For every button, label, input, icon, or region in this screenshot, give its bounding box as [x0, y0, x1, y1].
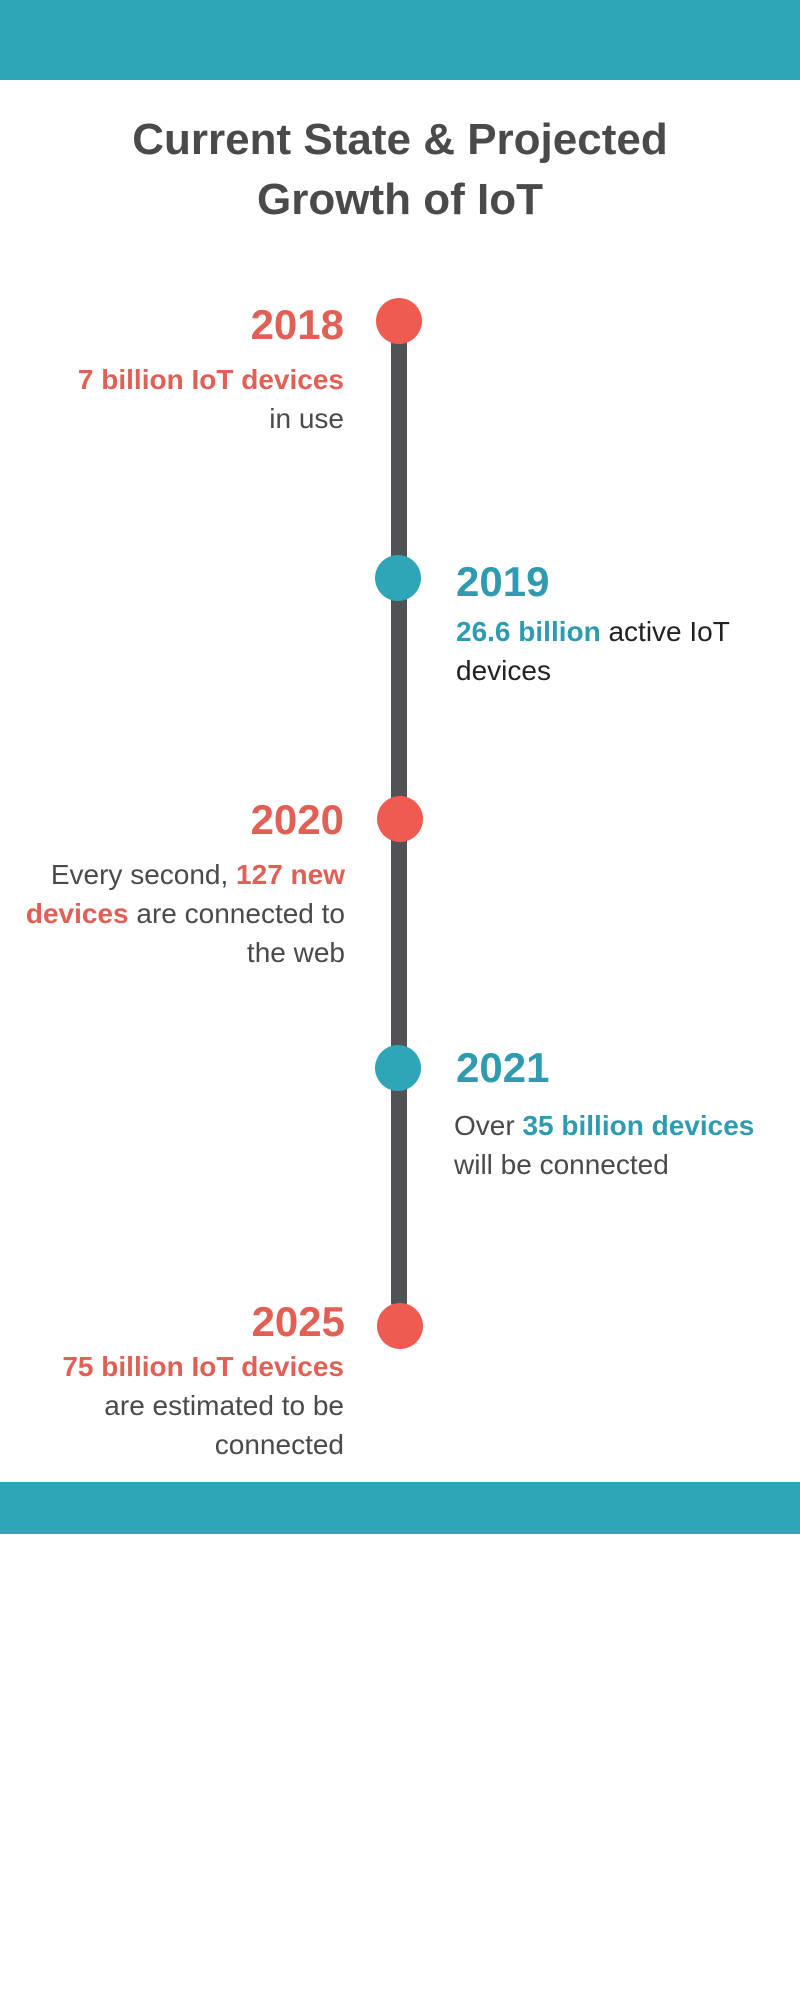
- milestone-2019-highlight: 26.6 billion: [456, 616, 601, 647]
- milestone-2020-lead: Every second,: [50, 859, 237, 890]
- page-title: Current State & Projected Growth of IoT: [0, 110, 800, 230]
- timeline-dot-2019: [375, 555, 421, 601]
- timeline-dot-2021: [375, 1045, 421, 1091]
- milestone-2018-highlight: 7 billion IoT devices: [77, 364, 344, 395]
- milestone-2020-highlight: 127 new devices: [25, 859, 345, 929]
- timeline-dot-2020: [377, 796, 423, 842]
- milestone-2018-rest: in use: [269, 403, 344, 434]
- milestone-2025-rest: are estimated to be connected: [104, 1390, 344, 1460]
- milestone-2021-lead: Over: [454, 1110, 523, 1141]
- milestone-2021-highlight: 35 billion devices: [522, 1110, 755, 1141]
- top-band: [0, 0, 800, 80]
- title-line-1: Current State & Projected: [132, 115, 668, 164]
- year-2018: 2018: [250, 301, 344, 348]
- year-2020: 2020: [250, 796, 344, 843]
- milestone-2025-highlight: 75 billion IoT devices: [62, 1351, 344, 1382]
- milestone-2021-rest: will be connected: [454, 1149, 669, 1180]
- title-line-2: Growth of IoT: [257, 175, 543, 224]
- milestone-2020-text: Every second, 127 new devices are connec…: [0, 855, 345, 972]
- bottom-band: [0, 1482, 800, 1534]
- timeline-dot-2018: [376, 298, 422, 344]
- milestone-2018-text: 7 billion IoT devices in use: [0, 360, 344, 438]
- year-2019: 2019: [456, 558, 550, 605]
- milestone-2019-rest: active IoT devices: [456, 616, 730, 686]
- milestone-2021-text: Over 35 billion devices will be connecte…: [454, 1106, 784, 1184]
- year-2021: 2021: [456, 1044, 550, 1091]
- year-2025: 2025: [251, 1298, 345, 1345]
- milestone-2020-rest: are connected to the web: [128, 898, 345, 968]
- timeline-dot-2025: [377, 1303, 423, 1349]
- milestone-2025-text: 75 billion IoT devices are estimated to …: [14, 1347, 344, 1464]
- milestone-2019-text: 26.6 billion active IoT devices: [456, 612, 756, 690]
